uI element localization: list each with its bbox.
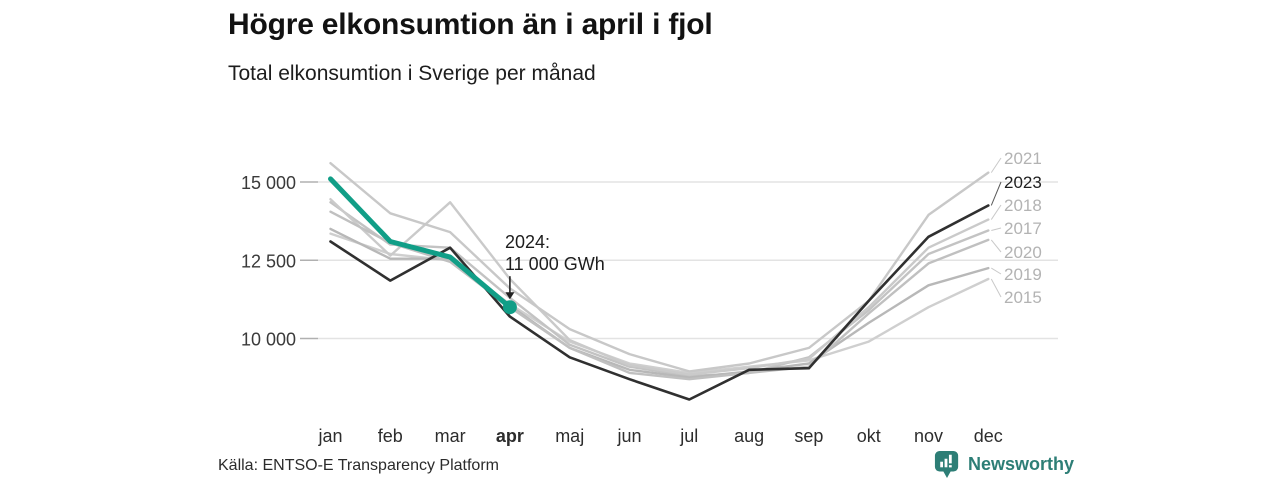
xtick-label-jan: jan <box>317 426 342 446</box>
leader-line-2015 <box>990 278 1002 298</box>
year-label-2020: 2020 <box>1004 243 1042 262</box>
xtick-label-sep: sep <box>794 426 823 446</box>
source-caption: Källa: ENTSO-E Transparency Platform <box>218 457 499 474</box>
annotation-line2: 11 000 GWh <box>505 254 605 274</box>
chart-title: Högre elkonsumtion än i april i fjol <box>228 8 713 41</box>
xtick-label-mar: mar <box>435 426 466 446</box>
annotation-line1: 2024: <box>505 232 551 252</box>
xtick-label-nov: nov <box>914 426 943 446</box>
xtick-label-jun: jun <box>616 426 641 446</box>
year-label-2023: 2023 <box>1004 173 1042 192</box>
newsworthy-logo: Newsworthy <box>934 449 1074 479</box>
leader-line-2021 <box>990 157 1002 173</box>
series-line-2024 <box>328 176 513 310</box>
xtick-label-dec: dec <box>974 426 1003 446</box>
year-label-2017: 2017 <box>1004 219 1042 238</box>
series-line-2021 <box>329 161 990 373</box>
leader-line-2019 <box>991 267 1002 275</box>
xtick-label-jul: jul <box>679 426 698 446</box>
series-line-2017 <box>329 201 990 378</box>
newsworthy-pin-barchart-icon <box>934 450 959 478</box>
xtick-label-apr: apr <box>496 426 524 446</box>
leader-line-2017 <box>991 227 1002 231</box>
chart-subtitle: Total elkonsumtion i Sverige per månad <box>228 62 596 85</box>
year-label-2015: 2015 <box>1004 288 1042 307</box>
xtick-label-maj: maj <box>555 426 584 446</box>
xtick-label-feb: feb <box>378 426 403 446</box>
annotation-2024: 2024: 11 000 GWh <box>505 231 605 275</box>
leader-line-2020 <box>990 239 1002 253</box>
leader-line-2023 <box>990 181 1002 206</box>
year-label-2019: 2019 <box>1004 265 1042 284</box>
highlight-marker-2024 <box>502 300 517 315</box>
series-line-2020 <box>329 210 990 381</box>
year-label-2021: 2021 <box>1004 149 1042 168</box>
xtick-label-okt: okt <box>857 426 881 446</box>
brand-name: Newsworthy <box>968 453 1075 474</box>
year-label-2018: 2018 <box>1004 196 1042 215</box>
xtick-label-aug: aug <box>734 426 764 446</box>
ytick-label-15000: 15 000 <box>241 173 296 193</box>
series-line-2018 <box>329 197 990 376</box>
annotation-arrow-head <box>505 292 515 300</box>
leader-line-2018 <box>990 204 1002 220</box>
ytick-label-12500: 12 500 <box>241 251 296 271</box>
ytick-label-10000: 10 000 <box>241 330 296 350</box>
